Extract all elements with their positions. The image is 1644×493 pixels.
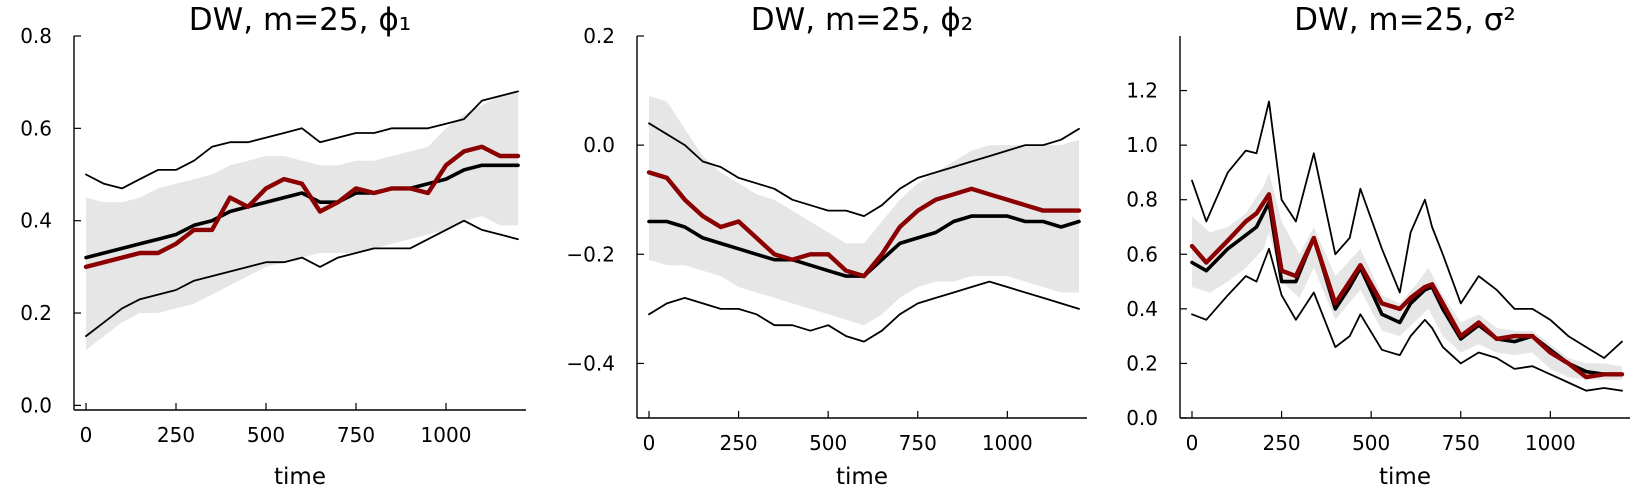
x-tick-label: 250 [157, 423, 195, 447]
y-tick-label: 0.0 [20, 393, 52, 417]
chart-title: DW, m=25, ϕ₂ [751, 2, 973, 38]
y-tick-label: 0.2 [1126, 351, 1158, 375]
y-tick-label: −0.4 [566, 351, 615, 375]
x-axis-label: time [836, 464, 888, 490]
y-tick-label: 0.0 [583, 133, 615, 157]
x-tick-label: 750 [337, 423, 375, 447]
x-tick-label: 250 [719, 431, 757, 455]
upper-interval-line [1191, 100, 1623, 359]
y-tick-label: 0.6 [20, 116, 52, 140]
credible-band [1192, 172, 1622, 380]
panel-phi1: 0.0 0.2 0.4 0.6 0.8 0 250 500 750 1000 DW, m=25, … [20, 2, 526, 490]
x-tick-label: 0 [643, 431, 656, 455]
lower-interval-line [1191, 247, 1623, 392]
x-axis-label: time [1379, 464, 1431, 490]
x-tick-label: 0 [1186, 431, 1199, 455]
x-tick-label: 750 [1442, 431, 1480, 455]
y-tick-label: 0.4 [20, 209, 52, 233]
y-tick-label: 0.8 [1126, 188, 1158, 212]
x-tick-label: 250 [1262, 431, 1300, 455]
posterior-mean-line [84, 163, 520, 260]
y-tick-label: 0.8 [20, 24, 52, 48]
y-tick-label: 0.6 [1126, 242, 1158, 266]
lower-interval-line [648, 280, 1080, 343]
x-tick-label: 750 [899, 431, 937, 455]
x-tick-label: 500 [809, 431, 847, 455]
y-tick-label: 1.0 [1126, 133, 1158, 157]
chart-title: DW, m=25, ϕ₁ [189, 2, 411, 38]
y-tick-label: 0.2 [20, 301, 52, 325]
x-tick-label: 1000 [421, 423, 472, 447]
true-value-line [1189, 192, 1625, 380]
credible-band [86, 91, 518, 351]
upper-interval-line [648, 122, 1080, 217]
panel-phi2: −0.4 −0.2 0.0 0.2 0 250 500 750 1000 DW, m=25, ϕ… [566, 2, 1087, 490]
y-tick-label: 0.2 [583, 24, 615, 48]
x-tick-label: 500 [1352, 431, 1390, 455]
x-axis-label: time [274, 464, 326, 490]
x-tick-label: 500 [247, 423, 285, 447]
y-tick-label: 0.0 [1126, 406, 1158, 430]
true-value-line [83, 144, 521, 270]
lower-interval-line [85, 219, 519, 337]
y-tick-label: 0.4 [1126, 297, 1158, 321]
panel-sigma2: 0.0 0.2 0.4 0.6 0.8 1.0 1.2 0 250 500 750 1000 DW, … [1126, 2, 1630, 490]
y-tick-label: −0.2 [566, 242, 615, 266]
x-tick-label: 1000 [1525, 431, 1576, 455]
chart-title: DW, m=25, σ² [1294, 2, 1516, 38]
true-value-line [646, 170, 1082, 279]
x-tick-label: 1000 [982, 431, 1033, 455]
credible-band [649, 96, 1079, 326]
upper-interval-line [85, 90, 519, 190]
x-tick-label: 0 [80, 423, 93, 447]
y-tick-label: 1.2 [1126, 79, 1158, 103]
posterior-mean-line [1190, 200, 1624, 377]
